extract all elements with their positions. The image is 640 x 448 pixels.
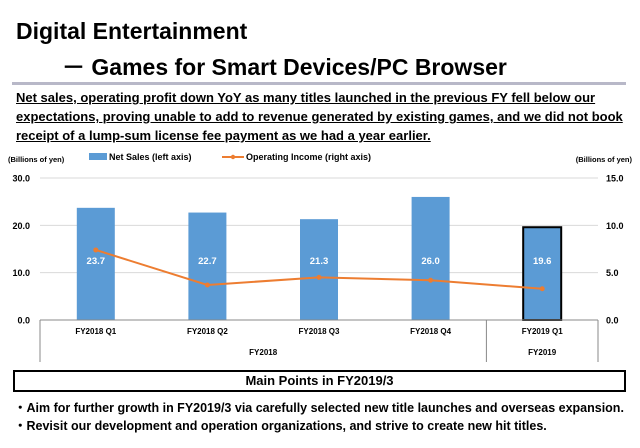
main-point-item: ・Aim for further growth in FY2019/3 via … xyxy=(14,401,624,415)
right-axis-title: (Billions of yen) xyxy=(576,155,633,164)
bar-data-label: 23.7 xyxy=(87,256,106,267)
summary-text: Net sales, operating profit down YoY as … xyxy=(16,90,623,143)
bar-data-label: 21.3 xyxy=(310,256,329,267)
right-tick-label: 0.0 xyxy=(606,316,619,326)
left-tick-label: 30.0 xyxy=(12,174,30,184)
category-label: FY2018 Q2 xyxy=(187,327,228,336)
net-sales-bar xyxy=(188,212,227,320)
net-sales-bar xyxy=(411,196,450,320)
operating-income-point xyxy=(93,247,99,253)
net-sales-bar xyxy=(300,219,338,320)
category-label: FY2018 Q1 xyxy=(75,327,116,336)
legend-bar-swatch xyxy=(89,153,107,160)
category-label: FY2018 Q4 xyxy=(410,327,451,336)
operating-income-point xyxy=(428,277,434,283)
category-label: FY2019 Q1 xyxy=(522,327,563,336)
right-tick-label: 15.0 xyxy=(606,174,624,184)
chart: 0.0 10.0 20.0 30.0 0.0 5.0 10.0 15.0 (Billions o… xyxy=(8,152,633,362)
main-points-list: ・Aim for further growth in FY2019/3 via … xyxy=(14,399,624,435)
right-tick-label: 10.0 xyxy=(606,221,624,231)
right-tick-label: 5.0 xyxy=(606,268,619,278)
bar-data-label: 26.0 xyxy=(421,256,440,267)
legend-net-sales: Net Sales (left axis) xyxy=(109,152,192,162)
bar-data-label: 22.7 xyxy=(198,256,217,267)
slide-title: Digital Entertainment xyxy=(16,18,248,44)
group-label: FY2019 xyxy=(528,348,557,357)
slide-subtitle: － Games for Smart Devices/PC Browser xyxy=(62,54,507,80)
bar-data-label: 19.6 xyxy=(533,256,552,267)
left-tick-label: 0.0 xyxy=(17,316,30,326)
net-sales-bar xyxy=(522,226,563,321)
left-tick-label: 10.0 xyxy=(12,268,30,278)
operating-income-point xyxy=(204,282,210,288)
main-points-heading: Main Points in FY2019/3 xyxy=(13,370,626,392)
net-sales-bar xyxy=(76,207,115,320)
left-axis-title: (Billions of yen) xyxy=(8,155,65,164)
title-divider xyxy=(12,82,626,85)
group-label: FY2018 xyxy=(249,348,278,357)
category-label: FY2018 Q3 xyxy=(299,327,340,336)
operating-income-point xyxy=(316,274,322,280)
main-point-item: ・Revisit our development and operation o… xyxy=(14,419,547,433)
legend-operating-income: Operating Income (right axis) xyxy=(246,152,371,162)
left-tick-label: 20.0 xyxy=(12,221,30,231)
operating-income-point xyxy=(539,286,545,292)
legend-line-marker xyxy=(230,154,236,160)
